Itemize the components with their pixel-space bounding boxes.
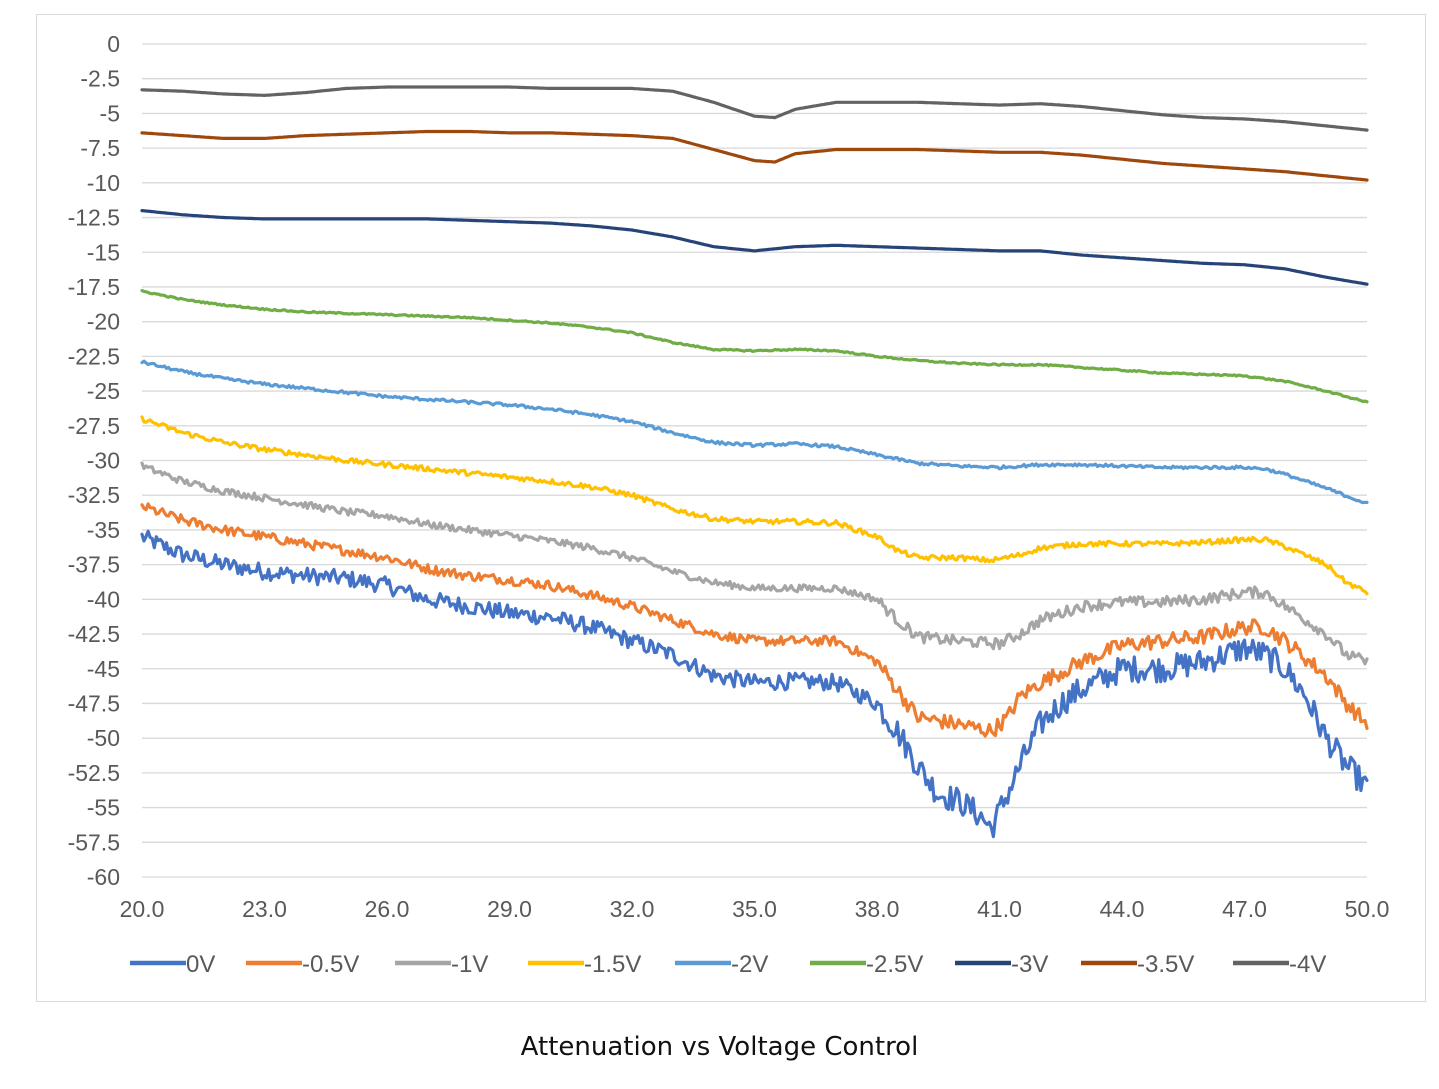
y-tick-label: -40 [87,586,120,612]
legend-label: -4V [1289,951,1326,978]
y-tick-label: -50 [87,725,120,751]
x-tick-label: 35.0 [732,896,777,922]
x-tick-label: 20.0 [120,896,165,922]
y-tick-label: -32.5 [68,482,120,508]
x-tick-label: 41.0 [977,896,1022,922]
x-tick-label: 44.0 [1100,896,1145,922]
y-tick-label: -52.5 [68,760,120,786]
gridlines [142,43,1367,878]
y-tick-label: -60 [87,864,120,890]
series-line-8 [140,85,1369,132]
chart-caption: Attenuation vs Voltage Control [520,1032,919,1062]
legend-label: 0V [186,951,215,978]
series-line-7 [140,129,1369,182]
y-tick-label: -27.5 [68,413,120,439]
x-tick-label: 32.0 [610,896,655,922]
x-tick-label: 38.0 [855,896,900,922]
x-tick-label: 47.0 [1222,896,1267,922]
series-line-2 [140,461,1369,666]
y-tick-label: -5 [100,100,120,126]
y-tick-label: -37.5 [68,552,120,578]
y-tick-label: -12.5 [68,205,120,231]
series-line-1 [140,502,1369,738]
y-tick-label: -35 [87,517,120,543]
legend-label: -1V [451,951,488,978]
legend-label: -3V [1011,951,1048,978]
y-tick-label: -30 [87,448,120,474]
series-lines [140,85,1369,839]
x-tick-label: 50.0 [1345,896,1390,922]
legend-label: -0.5V [302,951,359,978]
y-tick-label: -22.5 [68,343,120,369]
y-tick-label: -10 [87,170,120,196]
x-tick-label: 29.0 [487,896,532,922]
y-tick-label: -20 [87,309,120,335]
chart-frame [36,14,1426,1002]
y-tick-label: 0 [107,31,120,57]
legend-label: -3.5V [1137,951,1194,978]
y-tick-label: -17.5 [68,274,120,300]
series-line-3 [140,415,1369,596]
series-line-6 [140,209,1369,286]
series-line-4 [140,359,1369,505]
y-tick-label: -25 [87,378,120,404]
series-line-5 [140,289,1369,404]
y-tick-label: -45 [87,656,120,682]
y-axis-tick-labels: 0 -2.5 -5 -7.5 -10 -12.5 -15 -17.5 -20 -22.5 -25 -2… [68,31,120,890]
x-tick-label: 26.0 [365,896,410,922]
y-tick-label: -55 [87,795,120,821]
y-tick-label: -2.5 [80,66,120,92]
legend-label: -2V [731,951,768,978]
x-tick-label: 23.0 [242,896,287,922]
legend-label: -1.5V [584,951,641,978]
y-tick-label: -15 [87,239,120,265]
y-tick-label: -57.5 [68,829,120,855]
legend: 0V -0.5V -1V -1.5V -2V -2.5V -3V -3.5V -4V [130,951,1326,978]
y-tick-label: -42.5 [68,621,120,647]
legend-label: -2.5V [866,951,923,978]
y-tick-label: -47.5 [68,690,120,716]
x-axis-tick-labels: 20.0 23.0 26.0 29.0 32.0 35.0 38.0 41.0 44.0 47.0… [120,896,1390,922]
y-tick-label: -7.5 [80,135,120,161]
series-line-0 [140,529,1369,839]
